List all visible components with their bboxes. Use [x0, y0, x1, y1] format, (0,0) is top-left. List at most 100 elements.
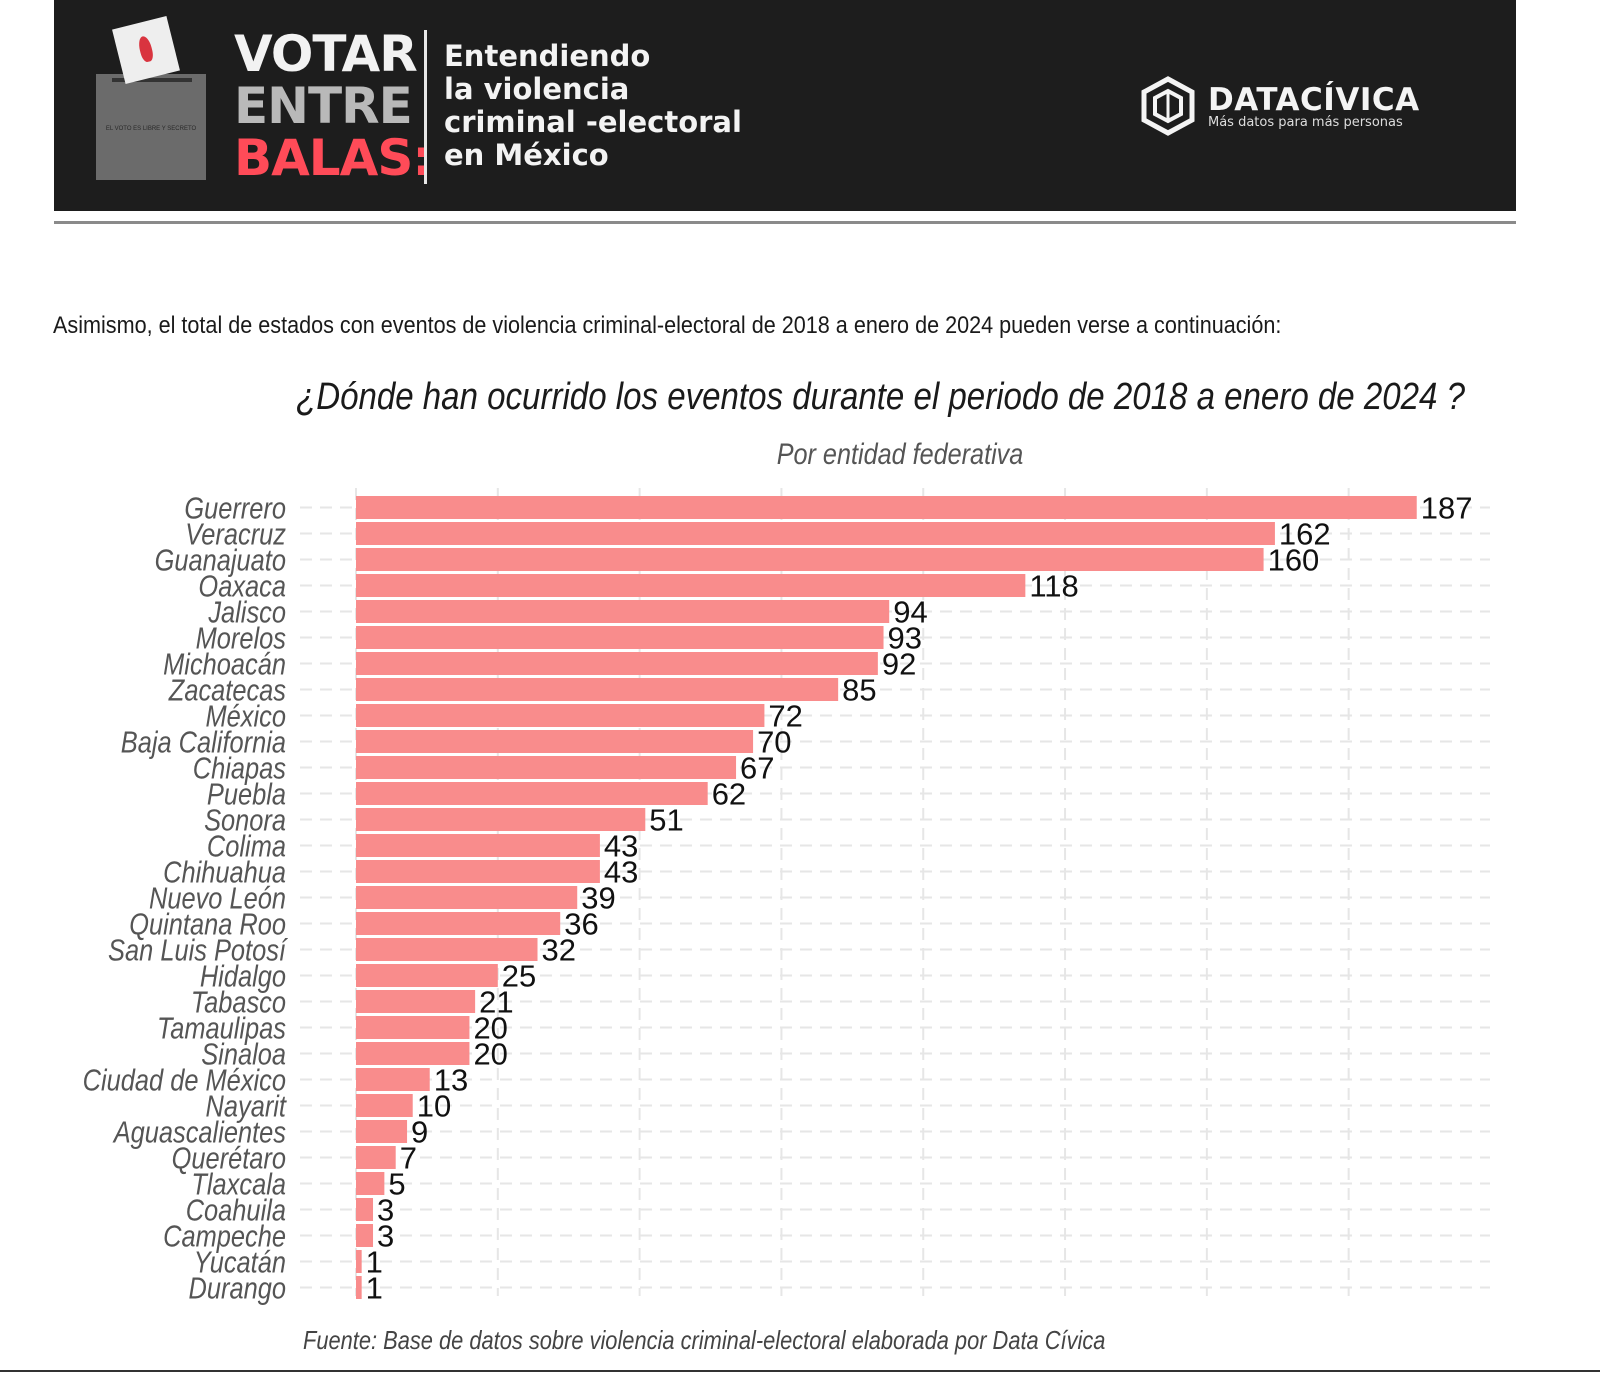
banner-divider [424, 30, 427, 184]
value-label: 7 [400, 1141, 417, 1176]
category-label: Campeche [163, 1219, 286, 1254]
value-label: 21 [479, 985, 513, 1020]
bar [356, 652, 878, 675]
ballot-box-icon: EL VOTO ES LIBRE Y SECRETO [96, 74, 206, 180]
category-label: Jalisco [207, 595, 286, 630]
category-label: Tlaxcala [191, 1167, 286, 1202]
banner-subtitle-line: Entendiendo [444, 39, 651, 73]
bar [356, 834, 600, 857]
category-label: Quintana Roo [129, 907, 286, 942]
value-label: 3 [377, 1219, 394, 1254]
category-label: Aguascalientes [112, 1115, 286, 1150]
bar [356, 990, 476, 1013]
banner-subtitle-line: criminal -electoral [444, 105, 742, 139]
value-label: 9 [411, 1115, 428, 1150]
bar [356, 678, 839, 701]
bar [356, 912, 561, 935]
category-label: Sinaloa [201, 1037, 286, 1072]
banner-subtitle: Entendiendo la violencia criminal -elect… [444, 40, 742, 172]
category-label: Nayarit [206, 1089, 287, 1124]
category-label: Ciudad de México [83, 1063, 286, 1098]
category-label: Querétaro [172, 1141, 286, 1176]
bar [356, 860, 600, 883]
bar [356, 1042, 470, 1065]
bar [356, 730, 754, 753]
bar [356, 1094, 413, 1117]
chart-subtitle: Por entidad federativa [776, 438, 1024, 471]
value-label: 25 [502, 959, 536, 994]
value-label: 67 [740, 751, 774, 786]
headline-word-3: BALAS: [234, 129, 432, 187]
value-label: 62 [712, 777, 746, 812]
value-label: 20 [473, 1037, 507, 1072]
category-label: Guerrero [184, 491, 286, 526]
bar [356, 704, 765, 727]
category-label: Yucatán [194, 1245, 286, 1280]
value-label: 72 [768, 699, 802, 734]
value-label: 162 [1279, 517, 1331, 552]
category-label: Sonora [204, 803, 286, 838]
bar [356, 1224, 374, 1247]
ballot-box-text: EL VOTO ES LIBRE Y SECRETO [105, 126, 197, 132]
value-label: 94 [893, 595, 927, 630]
bar [356, 886, 578, 909]
bar [356, 574, 1026, 597]
category-label: Guanajuato [155, 543, 286, 578]
bar [356, 1016, 470, 1039]
bottom-divider [0, 1370, 1600, 1372]
bar [356, 1146, 396, 1169]
category-label: Chiapas [193, 751, 286, 786]
header-divider [54, 221, 1516, 224]
category-label: Baja California [121, 725, 286, 760]
category-label: Tamaulipas [157, 1011, 286, 1046]
value-label: 1 [366, 1245, 383, 1280]
value-label: 20 [473, 1011, 507, 1046]
category-label: Nuevo León [149, 881, 286, 916]
category-label: Michoacán [163, 647, 286, 682]
bar [356, 496, 1417, 519]
category-label: México [206, 699, 286, 734]
banner-subtitle-line: en México [444, 138, 609, 172]
bar [356, 1198, 374, 1221]
header-banner [54, 0, 1516, 211]
value-label: 39 [581, 881, 615, 916]
headline-word-1: VOTAR [234, 25, 418, 83]
bar [356, 522, 1275, 545]
category-label: Hidalgo [200, 959, 286, 994]
value-label: 13 [434, 1063, 468, 1098]
value-label: 3 [377, 1193, 394, 1228]
category-label: Zacatecas [168, 673, 286, 708]
value-label: 43 [604, 855, 638, 890]
bar [356, 1276, 362, 1299]
value-label: 51 [649, 803, 683, 838]
value-label: 36 [564, 907, 598, 942]
value-label: 32 [542, 933, 576, 968]
value-label: 5 [388, 1167, 405, 1202]
value-label: 10 [417, 1089, 451, 1124]
bar [356, 626, 884, 649]
bar [356, 1250, 362, 1273]
category-label: Colima [207, 829, 286, 864]
bar [356, 756, 737, 779]
chart-title: ¿Dónde han ocurrido los eventos durante … [296, 376, 1465, 418]
bar [356, 1068, 430, 1091]
bar [356, 782, 708, 805]
bar [356, 1120, 408, 1143]
category-label: Tabasco [191, 985, 286, 1020]
category-label: Morelos [196, 621, 286, 656]
value-label: 92 [882, 647, 916, 682]
bar [356, 938, 538, 961]
category-label: San Luis Potosí [108, 933, 289, 968]
bar [356, 548, 1264, 571]
category-label: Puebla [207, 777, 286, 812]
logo-name: DATACÍVICA [1208, 82, 1420, 118]
headline-word-2: ENTRE [234, 77, 413, 135]
banner-subtitle-line: la violencia [444, 72, 630, 106]
value-label: 85 [842, 673, 876, 708]
bar [356, 1172, 385, 1195]
value-label: 93 [888, 621, 922, 656]
value-label: 1 [366, 1271, 383, 1306]
category-label: Durango [189, 1271, 286, 1306]
value-label: 70 [757, 725, 791, 760]
